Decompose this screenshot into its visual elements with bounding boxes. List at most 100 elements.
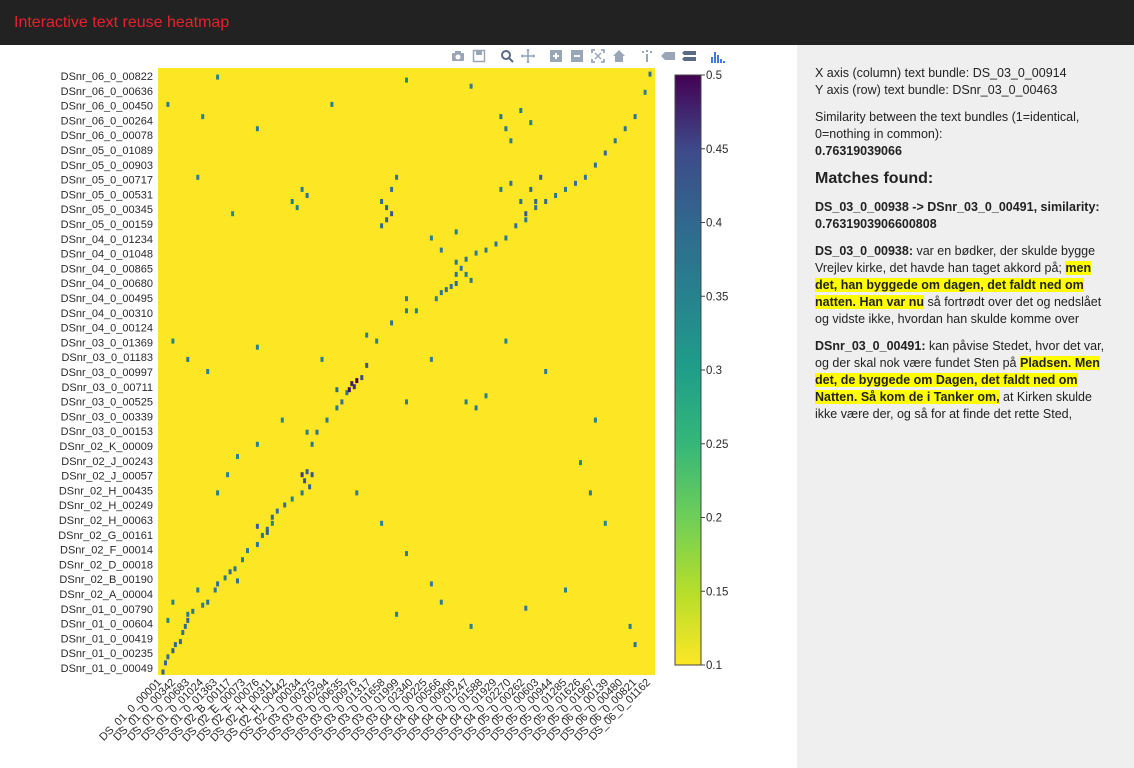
heatmap-cell[interactable]: [593, 417, 597, 423]
heatmap-cell[interactable]: [213, 587, 217, 593]
heatmap-cell[interactable]: [514, 223, 518, 229]
heatmap-cell[interactable]: [454, 229, 458, 235]
heatmap-cell[interactable]: [201, 114, 205, 120]
heatmap-cell[interactable]: [315, 429, 319, 435]
heatmap-cell[interactable]: [355, 378, 359, 384]
heatmap-cell[interactable]: [228, 569, 232, 575]
heatmap-cell[interactable]: [186, 611, 190, 617]
heatmap-cell[interactable]: [574, 180, 577, 186]
heatmap-cell[interactable]: [519, 199, 523, 204]
autoscale-icon[interactable]: [590, 48, 606, 64]
heatmap-cell[interactable]: [405, 551, 408, 557]
heatmap-cell[interactable]: [355, 490, 359, 496]
heatmap-cell[interactable]: [454, 271, 458, 277]
heatmap-cell[interactable]: [564, 186, 567, 192]
heatmap-cell[interactable]: [280, 417, 284, 423]
heatmap-cell[interactable]: [305, 193, 309, 198]
heatmap-cell[interactable]: [385, 205, 389, 211]
heatmap-cell[interactable]: [509, 138, 513, 144]
zoom-out-icon[interactable]: [569, 48, 585, 64]
heatmap-cell[interactable]: [405, 296, 408, 302]
heatmap-cell[interactable]: [439, 290, 443, 296]
heatmap-cell[interactable]: [270, 514, 274, 520]
heatmap-cell[interactable]: [365, 332, 369, 338]
heatmap-cell[interactable]: [524, 217, 528, 223]
heatmap-cell[interactable]: [414, 308, 418, 314]
heatmap-cell[interactable]: [643, 89, 647, 95]
heatmap-cell[interactable]: [429, 581, 433, 587]
hover-closest-icon[interactable]: [660, 48, 676, 64]
heatmap-cell[interactable]: [434, 296, 438, 302]
heatmap-cell[interactable]: [350, 381, 354, 387]
heatmap-cell[interactable]: [265, 529, 269, 535]
heatmap-cell[interactable]: [529, 120, 533, 126]
zoom-in-icon[interactable]: [548, 48, 564, 64]
heatmap-background[interactable]: [158, 68, 655, 675]
heatmap-cell[interactable]: [429, 235, 433, 241]
heatmap-cell[interactable]: [246, 548, 249, 554]
heatmap-cell[interactable]: [380, 223, 384, 229]
heatmap-cell[interactable]: [161, 669, 165, 675]
heatmap-cell[interactable]: [509, 180, 513, 186]
heatmap-cell[interactable]: [173, 642, 177, 648]
heatmap-cell[interactable]: [325, 417, 329, 423]
heatmap-cell[interactable]: [519, 108, 523, 113]
heatmap-cell[interactable]: [494, 241, 498, 247]
heatmap-cell[interactable]: [206, 599, 210, 605]
hover-compare-icon[interactable]: [681, 48, 697, 64]
heatmap-cell[interactable]: [206, 369, 210, 374]
heatmap-cell[interactable]: [529, 186, 533, 192]
heatmap-cell[interactable]: [539, 174, 543, 180]
heatmap-cell[interactable]: [191, 608, 195, 614]
heatmap-cell[interactable]: [335, 387, 339, 393]
heatmap-cell[interactable]: [320, 356, 324, 362]
heatmap-cell[interactable]: [340, 399, 344, 405]
heatmap-cell[interactable]: [216, 490, 220, 496]
heatmap-cell[interactable]: [469, 83, 473, 89]
heatmap-cell[interactable]: [255, 441, 259, 447]
heatmap-cell[interactable]: [181, 630, 185, 635]
heatmap-cell[interactable]: [347, 387, 351, 393]
heatmap-cell[interactable]: [283, 502, 287, 508]
heatmap-cell[interactable]: [310, 472, 314, 478]
heatmap-cell[interactable]: [593, 162, 597, 168]
heatmap-cell[interactable]: [360, 375, 364, 381]
heatmap-cell[interactable]: [255, 523, 259, 529]
home-icon[interactable]: [611, 48, 627, 64]
zoom-icon[interactable]: [499, 48, 515, 64]
heatmap-cell[interactable]: [255, 542, 259, 547]
heatmap-cell[interactable]: [623, 126, 627, 132]
heatmap-cell[interactable]: [345, 390, 349, 396]
heatmap-cell[interactable]: [300, 186, 304, 192]
heatmap-cell[interactable]: [444, 287, 448, 293]
heatmap-cell[interactable]: [454, 259, 458, 265]
heatmap-cell[interactable]: [449, 284, 453, 289]
heatmap-cell[interactable]: [380, 520, 384, 526]
heatmap-cell[interactable]: [504, 126, 508, 132]
heatmap-cell[interactable]: [365, 362, 369, 368]
heatmap-cell[interactable]: [504, 235, 508, 241]
heatmap-cell[interactable]: [178, 639, 182, 645]
heatmap-cell[interactable]: [171, 648, 175, 654]
heatmap-cell[interactable]: [633, 114, 637, 120]
heatmap-cell[interactable]: [300, 490, 304, 496]
heatmap-cell[interactable]: [164, 660, 167, 666]
heatmap-cell[interactable]: [303, 478, 307, 484]
heatmap-cell[interactable]: [201, 602, 205, 608]
heatmap-cell[interactable]: [233, 566, 237, 572]
heatmap-cell[interactable]: [603, 150, 607, 156]
heatmap-cell[interactable]: [459, 265, 463, 271]
heatmap-cell[interactable]: [469, 623, 473, 629]
heatmap-cell[interactable]: [236, 454, 239, 459]
heatmap-cell[interactable]: [429, 356, 433, 362]
heatmap-cell[interactable]: [524, 211, 528, 217]
heatmap-cell[interactable]: [196, 587, 200, 593]
heatmap-cell[interactable]: [216, 581, 220, 587]
heatmap-cell[interactable]: [290, 199, 294, 204]
heatmap-cell[interactable]: [484, 247, 488, 253]
heatmap-cell[interactable]: [300, 472, 304, 478]
heatmap-cell[interactable]: [439, 599, 443, 605]
heatmap-cell[interactable]: [390, 211, 394, 217]
heatmap-cell[interactable]: [613, 138, 617, 144]
heatmap-cell[interactable]: [216, 74, 220, 80]
